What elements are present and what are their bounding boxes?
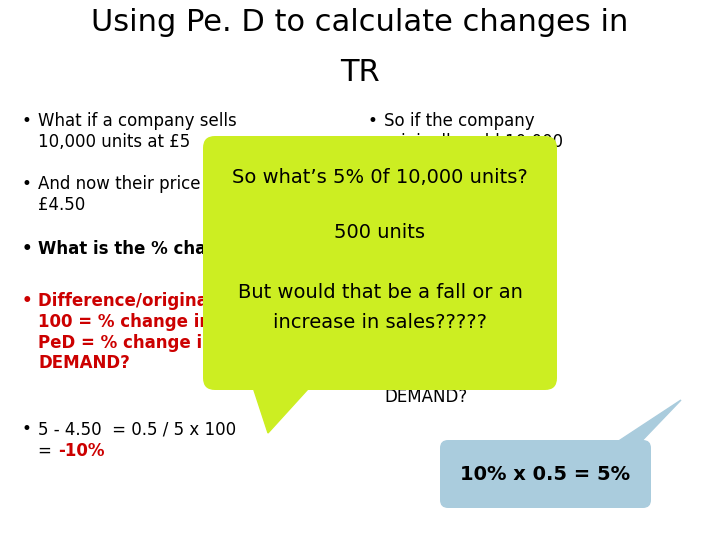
- Text: And now their price drops to
£4.50: And now their price drops to £4.50: [38, 175, 274, 214]
- Text: increase in sales?????: increase in sales?????: [273, 313, 487, 332]
- Text: But would that be a fall or an: But would that be a fall or an: [238, 283, 523, 302]
- Text: •: •: [368, 112, 378, 130]
- Text: 500 units: 500 units: [335, 223, 426, 242]
- Text: •: •: [22, 292, 32, 310]
- Text: DEMAND?: DEMAND?: [384, 388, 467, 406]
- Polygon shape: [250, 378, 318, 433]
- Text: What if a company sells
10,000 units at £5: What if a company sells 10,000 units at …: [38, 112, 237, 151]
- Text: •: •: [22, 420, 32, 438]
- Text: •: •: [22, 112, 32, 130]
- Text: 5 - 4.50  = 0.5 / 5 x 100: 5 - 4.50 = 0.5 / 5 x 100: [38, 420, 236, 438]
- Polygon shape: [608, 400, 681, 448]
- Text: •: •: [22, 240, 32, 258]
- Text: So what’s 5% 0f 10,000 units?: So what’s 5% 0f 10,000 units?: [232, 168, 528, 187]
- Text: =: =: [38, 442, 57, 460]
- Text: -10%: -10%: [58, 442, 104, 460]
- Text: TR: TR: [340, 58, 380, 87]
- Text: So if the company
originally sold 10,000: So if the company originally sold 10,000: [384, 112, 563, 151]
- FancyBboxPatch shape: [203, 136, 557, 390]
- Text: Difference/original x
100 = % change in price x
PeD = % change in
DEMAND?: Difference/original x 100 = % change in …: [38, 292, 280, 373]
- Text: Using Pe. D to calculate changes in: Using Pe. D to calculate changes in: [91, 8, 629, 37]
- FancyBboxPatch shape: [440, 440, 651, 508]
- Text: •: •: [22, 175, 32, 193]
- Text: 10% x 0.5 = 5%: 10% x 0.5 = 5%: [460, 464, 631, 483]
- Text: What is the % change in price? Multiplied by: What is the % change in price? Multiplie…: [38, 240, 455, 258]
